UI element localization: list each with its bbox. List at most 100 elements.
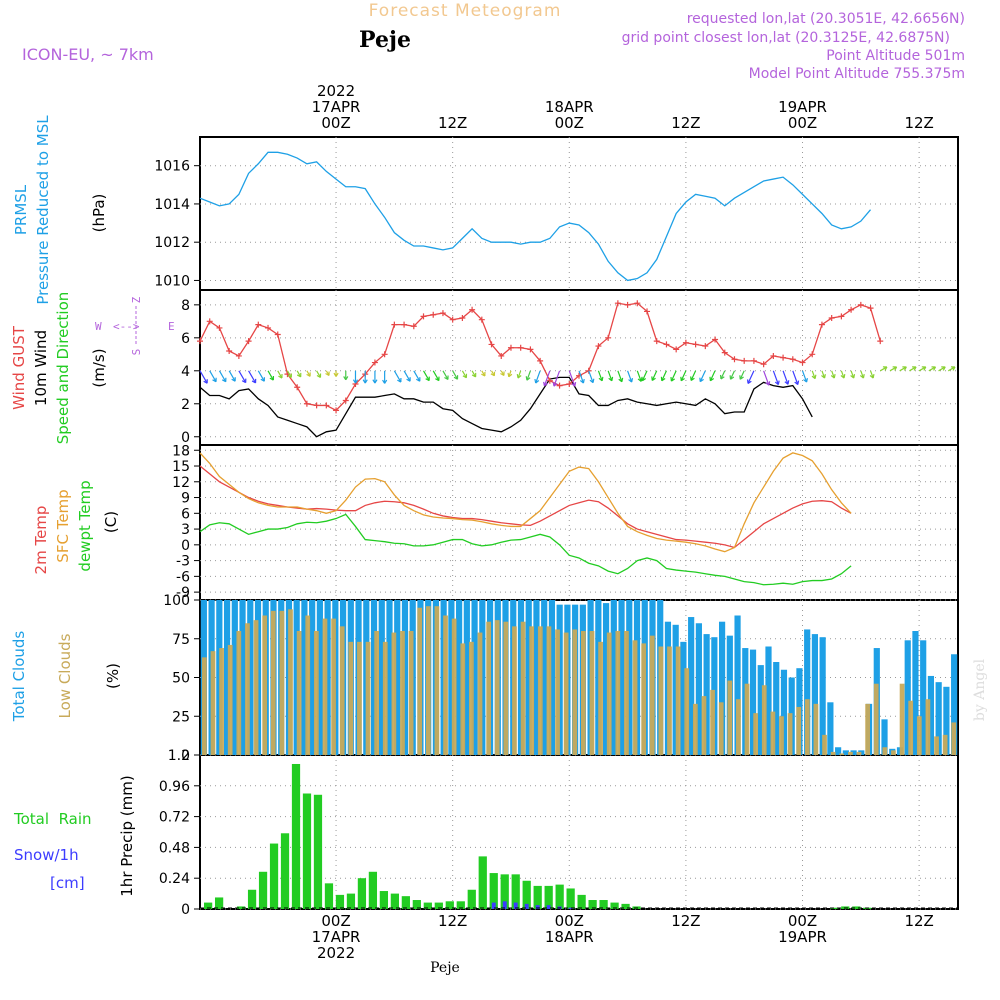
rain-bar	[204, 902, 213, 909]
gust-point	[381, 351, 388, 358]
total-cloud-bar	[309, 600, 316, 755]
rain-bar	[291, 763, 301, 909]
gust-point	[644, 308, 651, 315]
pressure-tick-label: 1012	[154, 235, 190, 251]
low-cloud-bar	[606, 632, 612, 755]
bottom-time-label: 00Z	[321, 912, 350, 930]
low-cloud-bar	[934, 736, 939, 755]
wind-tick-label: 4	[181, 364, 190, 380]
temp-unit: (C)	[102, 511, 120, 533]
gust-point	[702, 343, 709, 350]
wind-arrow-head	[821, 373, 826, 379]
gust-point	[333, 407, 340, 414]
rain-bar	[368, 871, 378, 909]
wind-arrow	[413, 370, 421, 382]
wind-arrow-head	[589, 378, 595, 384]
wind-arrow	[821, 370, 826, 379]
low-cloud-bar	[262, 615, 268, 755]
total-cloud-bar	[610, 600, 617, 755]
wind-arrow-head	[892, 366, 898, 371]
low-cloud-bar	[624, 631, 629, 755]
wind-tick-label: 0	[181, 430, 190, 446]
low-cloud-bar	[589, 631, 595, 755]
wind-arrow-head	[747, 379, 752, 384]
wind-arrow-head	[902, 366, 907, 371]
wind-arrow-head	[680, 376, 685, 382]
total-cloud-bar	[386, 600, 393, 755]
gust-point	[780, 354, 787, 361]
wind-arrow	[617, 370, 623, 382]
wind-arrow	[641, 370, 648, 382]
low-cloud-bar	[537, 626, 543, 755]
snow-bar	[535, 905, 540, 909]
total-cloud-bar	[842, 750, 849, 755]
snow-bar	[513, 902, 518, 909]
gust-point	[459, 315, 466, 322]
rain-bar	[852, 906, 861, 909]
gust-point	[478, 316, 485, 323]
wind-arrow	[535, 370, 541, 384]
bottom-time-label: 17APR	[312, 928, 361, 946]
wind-arrow-head	[811, 374, 817, 380]
gust-point	[294, 384, 301, 391]
pressure-unit: (hPa)	[90, 194, 108, 233]
rain-bar	[346, 893, 356, 909]
wind-arrow-head	[931, 366, 937, 371]
temp-tick-label: 15	[172, 459, 190, 475]
wind-arrow-head	[950, 366, 956, 371]
low-cloud-bar	[873, 683, 879, 755]
low-cloud-bar	[649, 635, 655, 755]
low-cloud-bar	[529, 626, 535, 755]
wind-arrow-head	[869, 373, 875, 379]
rain-bar	[258, 871, 268, 909]
wind-arrow-head	[316, 373, 322, 378]
gust-point	[556, 382, 563, 389]
low-cloud-bar	[848, 751, 853, 755]
total-cloud-bar	[951, 654, 958, 755]
low-cloud-bar	[736, 699, 741, 755]
wind-compass-icon: Z W E <--> S	[95, 296, 175, 355]
snow-bar	[568, 907, 573, 909]
precip-tick-label: 0.96	[159, 779, 190, 795]
wind-arrow-head	[516, 373, 522, 379]
precip-tick-label: 0.24	[159, 871, 190, 887]
wind-arrow-head	[543, 381, 548, 387]
model-name: ICON-EU, ~ 7km	[22, 45, 154, 64]
low-cloud-bar	[796, 706, 802, 755]
wind-arrow	[199, 370, 208, 384]
low-cloud-bar	[701, 696, 707, 755]
rain-bar	[269, 843, 279, 909]
temp-tick-label: 3	[181, 522, 190, 538]
wind-arrow	[228, 370, 236, 382]
low-cloud-bar	[667, 646, 672, 755]
wind-arrow-head	[941, 366, 946, 371]
low-cloud-bar	[486, 621, 491, 755]
wind-arrow-head	[719, 374, 725, 380]
total-clouds-label: Total Clouds	[10, 631, 28, 723]
low-cloud-bar	[908, 700, 914, 755]
precip-tick-label: 0.48	[159, 840, 190, 856]
gridpoint-coords: grid point closest lon,lat (20.3125E, 42…	[622, 30, 950, 46]
wind-arrow	[286, 370, 292, 378]
low-cloud-bar	[563, 632, 569, 755]
gust-point	[488, 341, 495, 348]
wind-arrow	[918, 366, 927, 372]
rain-bar	[555, 884, 564, 909]
wind-tick-label: 2	[181, 397, 190, 413]
low-cloud-bar	[339, 626, 345, 755]
wind-arrow-head	[415, 377, 421, 382]
wind-arrow-head	[641, 376, 647, 382]
temp-sfc-label: SFC Temp	[54, 489, 72, 562]
wind-arrow	[879, 366, 888, 372]
low-cloud-bar	[253, 620, 259, 755]
low-cloud-bar	[951, 722, 957, 755]
gust-point	[430, 311, 437, 318]
gust-point	[624, 301, 631, 308]
rain-bar	[500, 874, 509, 909]
wind-arrow	[763, 370, 770, 386]
wind-arrow-head	[296, 372, 302, 378]
gust-point	[235, 352, 242, 359]
footer-station: Peje	[430, 960, 460, 976]
wind-arrow-head	[372, 379, 378, 384]
wind-arrow-head	[739, 375, 744, 380]
